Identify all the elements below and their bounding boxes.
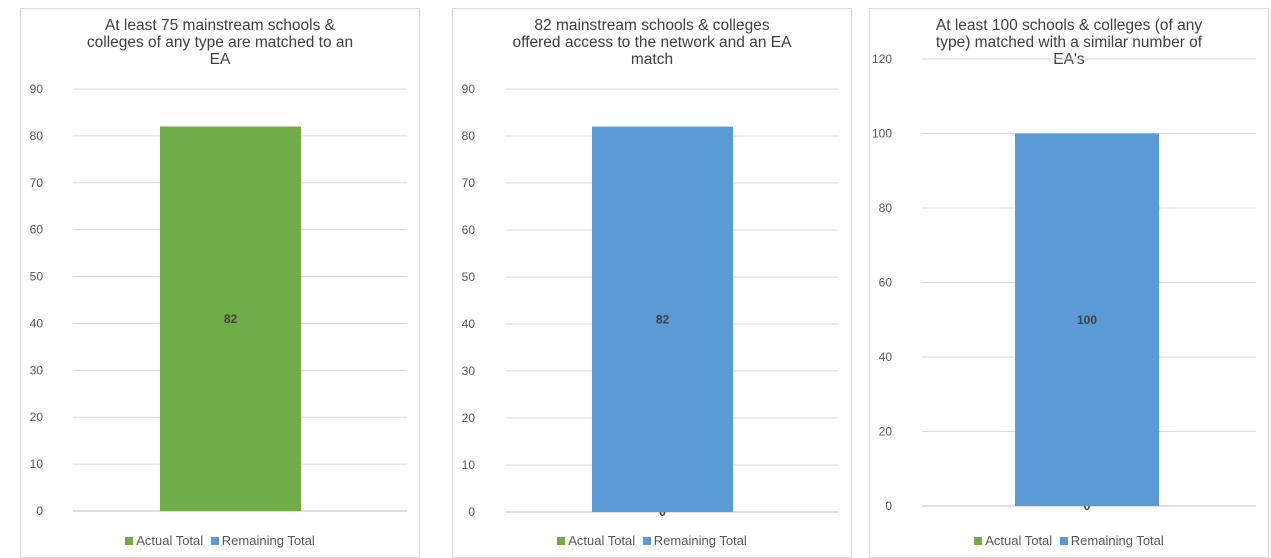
y-tick-label: 40 bbox=[30, 316, 44, 330]
chart-title-line: At least 75 mainstream schools & bbox=[104, 17, 336, 34]
chart-title-line: offered access to the network and an EA bbox=[512, 34, 792, 51]
chart-title: At least 75 mainstream schools & college… bbox=[31, 17, 409, 68]
legend-swatch bbox=[1059, 537, 1068, 545]
y-tick-label: 80 bbox=[462, 129, 476, 143]
y-tick-label: 0 bbox=[36, 504, 43, 518]
legend-swatch bbox=[974, 537, 983, 545]
chart-title-line: 82 mainstream schools & colleges bbox=[534, 17, 770, 34]
y-tick-label: 30 bbox=[462, 364, 476, 378]
bar-remaining-total bbox=[1015, 133, 1159, 506]
legend-swatch bbox=[125, 537, 134, 545]
y-tick-label: 20 bbox=[879, 425, 893, 439]
chart-plot-area: 0102030405060708090082 bbox=[462, 82, 839, 519]
y-tick-label: 20 bbox=[462, 411, 476, 425]
chart-legend: Actual Total Remaining Total bbox=[870, 533, 1268, 548]
legend-swatch bbox=[642, 537, 651, 545]
legend-label: Remaining Total bbox=[1070, 533, 1164, 548]
chart-plot-area: 0204060801001200100 bbox=[872, 52, 1256, 513]
y-tick-label: 50 bbox=[30, 270, 44, 284]
chart-legend: Actual Total Remaining Total bbox=[21, 533, 419, 548]
chart-title-line: At least 100 schools & colleges (of any bbox=[935, 17, 1203, 34]
y-tick-label: 50 bbox=[462, 270, 476, 284]
bar-remaining-total bbox=[592, 126, 733, 512]
legend-item-remaining: Remaining Total bbox=[642, 533, 747, 548]
y-tick-label: 60 bbox=[30, 223, 44, 237]
chart-title: At least 100 schools & colleges (of any … bbox=[880, 17, 1258, 68]
bar-actual-total bbox=[160, 126, 301, 511]
legend-item-actual: Actual Total bbox=[125, 533, 203, 548]
chart-panel-3: At least 100 schools & colleges (of any … bbox=[869, 8, 1269, 558]
chart-title-line: match bbox=[630, 51, 674, 68]
legend-swatch bbox=[557, 537, 566, 545]
y-tick-label: 20 bbox=[30, 410, 44, 424]
y-tick-label: 70 bbox=[462, 176, 476, 190]
legend-item-remaining: Remaining Total bbox=[210, 533, 315, 548]
y-tick-label: 60 bbox=[879, 276, 893, 290]
legend-label: Actual Total bbox=[985, 533, 1053, 548]
legend-item-remaining: Remaining Total bbox=[1059, 533, 1164, 548]
data-label: 82 bbox=[656, 312, 670, 326]
y-tick-label: 0 bbox=[468, 505, 475, 519]
y-tick-label: 90 bbox=[30, 82, 44, 96]
y-tick-label: 70 bbox=[30, 176, 44, 190]
chart-title-line: EA bbox=[209, 51, 231, 68]
chart-panel-2: 82 mainstream schools & colleges offered… bbox=[452, 8, 852, 558]
y-tick-label: 120 bbox=[872, 52, 892, 66]
legend-label: Actual Total bbox=[136, 533, 204, 548]
y-tick-label: 30 bbox=[30, 363, 44, 377]
legend-item-actual: Actual Total bbox=[557, 533, 635, 548]
y-tick-label: 10 bbox=[30, 457, 44, 471]
chart-title-line: colleges of any type are matched to an bbox=[86, 34, 354, 51]
legend-item-actual: Actual Total bbox=[974, 533, 1052, 548]
legend-label: Remaining Total bbox=[221, 533, 315, 548]
y-tick-label: 40 bbox=[462, 317, 476, 331]
y-tick-label: 40 bbox=[879, 350, 893, 364]
chart-title-line: type) matched with a similar number of bbox=[935, 34, 1203, 51]
y-tick-label: 10 bbox=[462, 458, 476, 472]
y-tick-label: 60 bbox=[462, 223, 476, 237]
chart-panel-1: At least 75 mainstream schools & college… bbox=[20, 8, 420, 558]
legend-swatch bbox=[210, 537, 219, 545]
y-tick-label: 0 bbox=[885, 499, 892, 513]
y-tick-label: 100 bbox=[872, 127, 892, 141]
y-tick-label: 90 bbox=[462, 82, 476, 96]
chart-plot-area: 0 10 20 30 40 50 60 70 80 90 82 bbox=[30, 82, 407, 518]
chart-legend: Actual Total Remaining Total bbox=[453, 533, 851, 548]
legend-label: Actual Total bbox=[568, 533, 636, 548]
chart-title: 82 mainstream schools & colleges offered… bbox=[463, 17, 841, 68]
data-label: 100 bbox=[1077, 313, 1097, 327]
y-tick-label: 80 bbox=[30, 129, 44, 143]
y-tick-label: 80 bbox=[879, 201, 893, 215]
legend-label: Remaining Total bbox=[653, 533, 747, 548]
data-label: 82 bbox=[224, 312, 238, 326]
